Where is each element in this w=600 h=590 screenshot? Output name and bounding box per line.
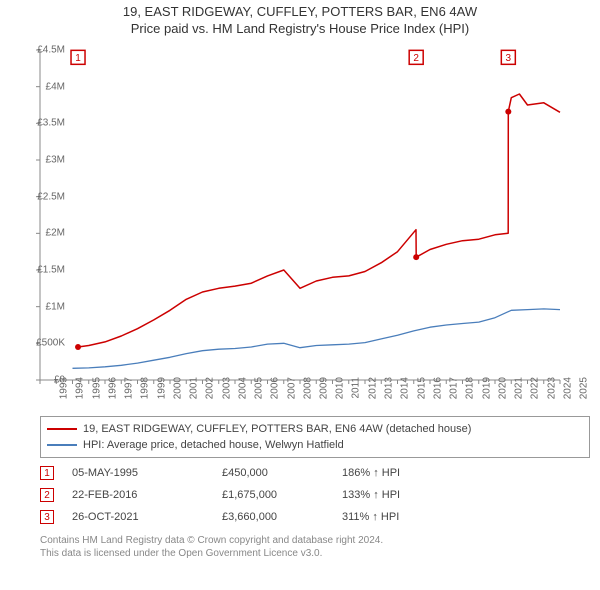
- title-line1: 19, EAST RIDGEWAY, CUFFLEY, POTTERS BAR,…: [0, 0, 600, 19]
- x-tick-label: 2015: [416, 377, 427, 399]
- y-tick-label: £2.5M: [25, 191, 65, 202]
- footer-line1: Contains HM Land Registry data © Crown c…: [40, 534, 590, 547]
- x-tick-label: 2007: [286, 377, 297, 399]
- transaction-marker: 1: [40, 466, 54, 480]
- transaction-row: 2 22-FEB-2016£1,675,000133% ↑ HPI: [40, 484, 590, 506]
- y-tick-label: £500K: [25, 338, 65, 349]
- chart-svg: 1 2 3: [30, 40, 590, 410]
- x-tick-label: 2023: [546, 377, 557, 399]
- transaction-price: £3,660,000: [222, 511, 342, 523]
- transaction-marker: 3: [40, 510, 54, 524]
- y-tick-label: £3M: [25, 155, 65, 166]
- legend-label: 19, EAST RIDGEWAY, CUFFLEY, POTTERS BAR,…: [83, 423, 471, 435]
- transaction-hpi: 311% ↑ HPI: [342, 511, 432, 523]
- x-tick-label: 1993: [58, 377, 69, 399]
- x-tick-label: 2009: [318, 377, 329, 399]
- svg-text:3: 3: [506, 53, 512, 64]
- x-tick-label: 1999: [156, 377, 167, 399]
- y-tick-label: £1.5M: [25, 265, 65, 276]
- legend-swatch: [47, 444, 77, 446]
- transaction-hpi: 133% ↑ HPI: [342, 489, 432, 501]
- x-tick-label: 2014: [400, 377, 411, 399]
- transactions-table: 1 05-MAY-1995£450,000186% ↑ HPI 2 22-FEB-20…: [40, 462, 590, 528]
- transaction-marker: 2: [40, 488, 54, 502]
- x-tick-label: 2001: [188, 377, 199, 399]
- x-tick-label: 2016: [432, 377, 443, 399]
- y-tick-label: £4M: [25, 81, 65, 92]
- x-tick-label: 2011: [350, 377, 361, 399]
- transaction-row: 1 05-MAY-1995£450,000186% ↑ HPI: [40, 462, 590, 484]
- x-tick-label: 2020: [497, 377, 508, 399]
- transaction-row: 3 26-OCT-2021£3,660,000311% ↑ HPI: [40, 506, 590, 528]
- x-tick-label: 2000: [172, 377, 183, 399]
- footer: Contains HM Land Registry data © Crown c…: [40, 534, 590, 560]
- svg-text:2: 2: [413, 53, 419, 64]
- x-tick-label: 2021: [513, 377, 524, 399]
- x-tick-label: 2003: [221, 377, 232, 399]
- legend-box: 19, EAST RIDGEWAY, CUFFLEY, POTTERS BAR,…: [40, 416, 590, 458]
- x-tick-label: 2019: [481, 377, 492, 399]
- x-tick-label: 2010: [335, 377, 346, 399]
- svg-text:1: 1: [75, 53, 81, 64]
- x-tick-label: 1998: [140, 377, 151, 399]
- y-tick-label: £3.5M: [25, 118, 65, 129]
- x-tick-label: 1996: [107, 377, 118, 399]
- x-tick-label: 1997: [123, 377, 134, 399]
- transaction-price: £450,000: [222, 467, 342, 479]
- transaction-hpi: 186% ↑ HPI: [342, 467, 432, 479]
- legend-swatch: [47, 428, 77, 430]
- x-tick-label: 2008: [302, 377, 313, 399]
- title-line2: Price paid vs. HM Land Registry's House …: [0, 19, 600, 36]
- legend-label: HPI: Average price, detached house, Welw…: [83, 439, 344, 451]
- x-tick-label: 2017: [448, 377, 459, 399]
- legend-item: HPI: Average price, detached house, Welw…: [47, 437, 583, 453]
- x-tick-label: 2002: [205, 377, 216, 399]
- x-tick-label: 2013: [383, 377, 394, 399]
- transaction-date: 05-MAY-1995: [72, 467, 222, 479]
- x-tick-label: 2024: [562, 377, 573, 399]
- x-tick-label: 2022: [530, 377, 541, 399]
- x-tick-label: 2018: [465, 377, 476, 399]
- x-tick-label: 2004: [237, 377, 248, 399]
- x-tick-label: 2012: [367, 377, 378, 399]
- footer-line2: This data is licensed under the Open Gov…: [40, 547, 590, 560]
- transaction-date: 26-OCT-2021: [72, 511, 222, 523]
- transaction-date: 22-FEB-2016: [72, 489, 222, 501]
- y-tick-label: £1M: [25, 301, 65, 312]
- y-tick-label: £2M: [25, 228, 65, 239]
- x-tick-label: 2025: [578, 377, 589, 399]
- x-tick-label: 1995: [91, 377, 102, 399]
- legend-item: 19, EAST RIDGEWAY, CUFFLEY, POTTERS BAR,…: [47, 421, 583, 437]
- chart-area: 123 £0£500K£1M£1.5M£2M£2.5M£3M£3.5M£4M£4…: [30, 40, 590, 410]
- x-tick-label: 2005: [253, 377, 264, 399]
- x-tick-label: 1994: [75, 377, 86, 399]
- transaction-price: £1,675,000: [222, 489, 342, 501]
- y-tick-label: £4.5M: [25, 45, 65, 56]
- chart-container: 19, EAST RIDGEWAY, CUFFLEY, POTTERS BAR,…: [0, 0, 600, 590]
- x-tick-label: 2006: [270, 377, 281, 399]
